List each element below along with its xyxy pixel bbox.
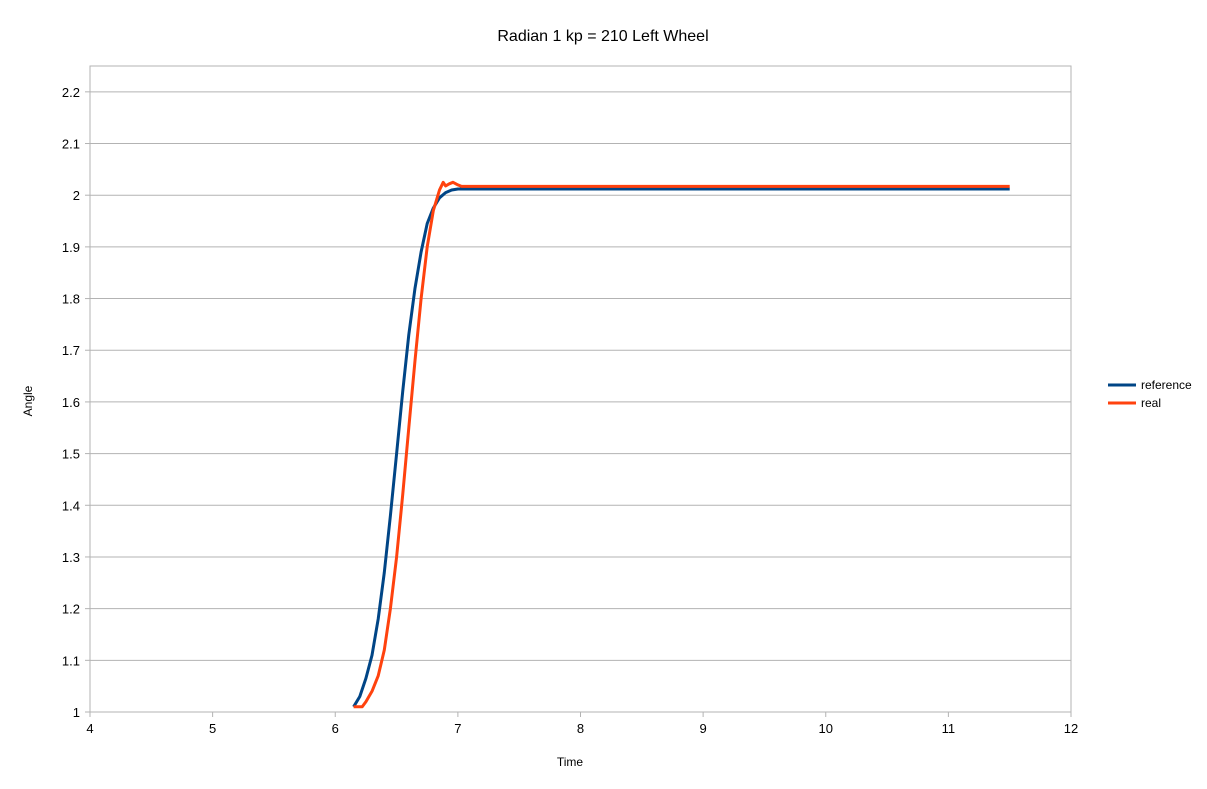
- y-tick-label: 1.4: [62, 498, 80, 513]
- y-tick-label: 1.1: [62, 653, 80, 668]
- y-axis-ticks: 1 1.1 1.2 1.3 1.4 1.5 1.6 1.7 1.8 1.9 2 2.1 2.2: [62, 85, 90, 720]
- plot-area-border: [89, 65, 1072, 713]
- y-tick-label: 2.1: [62, 137, 80, 152]
- y-tick-label: 1.5: [62, 447, 80, 462]
- y-tick-label: 1.3: [62, 550, 80, 565]
- x-tick-label: 5: [209, 721, 216, 736]
- x-tick-label: 9: [700, 721, 707, 736]
- series-line-real: [353, 180, 1010, 709]
- y-tick-label: 1.6: [62, 395, 80, 410]
- series-line-reference: [352, 187, 1010, 708]
- grid-lines: [90, 91, 1071, 713]
- x-axis-ticks: 4 5 6 7 8 9 10 11 12: [86, 712, 1078, 736]
- y-tick-label: 1.9: [62, 240, 80, 255]
- x-tick-label: 7: [454, 721, 461, 736]
- y-tick-label: 1: [73, 705, 80, 720]
- y-tick-label: 2: [73, 188, 80, 203]
- x-tick-label: 8: [577, 721, 584, 736]
- x-tick-label: 12: [1064, 721, 1078, 736]
- legend: reference real: [1108, 378, 1192, 410]
- x-tick-label: 4: [86, 721, 93, 736]
- x-tick-label: 10: [819, 721, 833, 736]
- y-tick-label: 1.7: [62, 343, 80, 358]
- chart-title: Radian 1 kp = 210 Left Wheel: [497, 28, 708, 45]
- y-axis-title: Angle: [21, 385, 35, 416]
- y-tick-label: 1.2: [62, 602, 80, 617]
- x-axis-title: Time: [557, 755, 584, 769]
- legend-label-real: real: [1141, 396, 1161, 410]
- y-tick-label: 2.2: [62, 85, 80, 100]
- x-tick-label: 11: [942, 721, 956, 736]
- y-tick-label: 1.8: [62, 292, 80, 307]
- x-tick-label: 6: [332, 721, 339, 736]
- legend-label-reference: reference: [1141, 378, 1192, 392]
- series-lines: [352, 180, 1010, 709]
